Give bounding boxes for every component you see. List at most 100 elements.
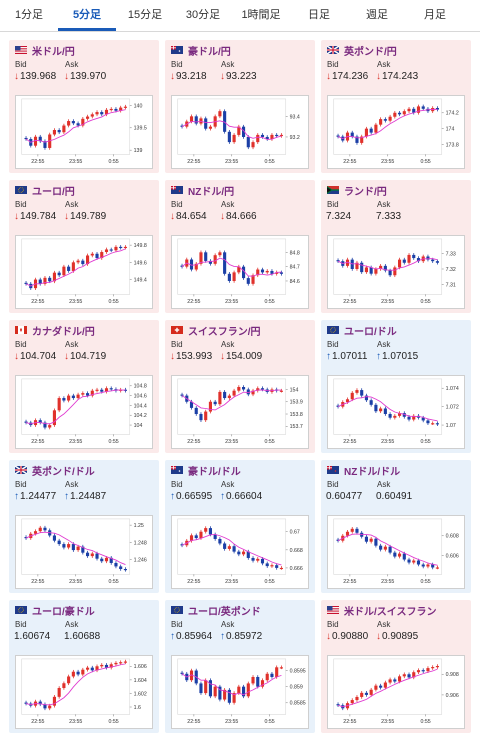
tab-7[interactable]: 週足 bbox=[366, 9, 388, 21]
candle-body bbox=[232, 546, 236, 552]
pair-name[interactable]: NZドル/円 bbox=[188, 186, 235, 198]
y-tick-label: 0.906 bbox=[446, 693, 459, 699]
candle-body bbox=[374, 404, 378, 412]
currency-card[interactable]: ユーロ/ドル Bid Ask ↑1.07011 ↑1.07015 1.074 1.072 1.… bbox=[321, 320, 471, 453]
candle-body bbox=[67, 121, 71, 126]
candlestick-chart[interactable]: 1.606 1.604 1.602 1.6 22:55 23:55 0:55 bbox=[15, 655, 153, 729]
candlestick-chart[interactable]: 174.2 174 173.8 22:55 23:55 0:55 bbox=[327, 95, 465, 169]
tab-5[interactable]: 1時間足 bbox=[241, 9, 281, 21]
currency-card[interactable]: NZドル/円 Bid Ask ↓84.654 ↓84.666 84.8 84.7 84.6 22… bbox=[165, 180, 315, 313]
tab-3[interactable]: 15分足 bbox=[127, 9, 163, 21]
candlestick-chart[interactable]: 0.908 0.906 22:55 23:55 0:55 bbox=[327, 655, 465, 729]
currency-card[interactable]: 英ポンド/円 Bid Ask ↓174.236 ↓174.243 174.2 174 173.… bbox=[321, 40, 471, 173]
candlestick-chart[interactable]: 140 139.5 139 22:55 23:55 0:55 bbox=[15, 95, 153, 169]
pair-name[interactable]: 英ポンド/円 bbox=[344, 46, 397, 58]
tab-6[interactable]: 日足 bbox=[308, 9, 330, 21]
candle-body bbox=[251, 275, 255, 284]
candlestick-chart[interactable]: 7.33 7.32 7.31 22:55 23:55 0:55 bbox=[327, 235, 465, 309]
pair-name[interactable]: 米ドル/円 bbox=[32, 46, 75, 58]
arrow-up-icon: ↑ bbox=[170, 631, 175, 642]
moving-average-line bbox=[25, 663, 126, 706]
bid-number: 84.654 bbox=[176, 211, 207, 222]
candle-body bbox=[33, 136, 38, 146]
x-tick-label: 0:55 bbox=[264, 439, 274, 445]
candle-body bbox=[379, 408, 383, 412]
arrow-down-icon: ↓ bbox=[376, 631, 381, 642]
ask-value: ↑0.85972 bbox=[220, 631, 262, 642]
ask-number: 93.223 bbox=[226, 71, 257, 82]
y-tick-label: 1.6 bbox=[134, 705, 141, 711]
pair-name[interactable]: 米ドル/スイスフラン bbox=[344, 606, 437, 618]
pair-name[interactable]: 豪ドル/ドル bbox=[188, 466, 241, 478]
pair-name[interactable]: 英ポンド/ドル bbox=[32, 466, 95, 478]
candle-body bbox=[95, 253, 99, 259]
pair-name[interactable]: カナダドル/円 bbox=[32, 326, 95, 338]
tab-2[interactable]: 5分足 bbox=[58, 0, 116, 31]
candlestick-chart[interactable]: 154 153.9 153.8 153.7 22:55 23:55 0:55 bbox=[171, 375, 309, 449]
arrow-up-icon: ↑ bbox=[64, 491, 69, 502]
candle-body bbox=[189, 401, 194, 408]
candlestick-chart[interactable]: 149.8 149.6 149.4 22:55 23:55 0:55 bbox=[15, 235, 153, 309]
candle-body bbox=[412, 108, 416, 113]
candle-body bbox=[67, 266, 71, 271]
candlestick-chart[interactable]: 93.4 93.2 22:55 23:55 0:55 bbox=[171, 95, 309, 169]
tab-8[interactable]: 月足 bbox=[424, 9, 446, 21]
candle-body bbox=[213, 401, 217, 405]
candle-body bbox=[241, 266, 246, 279]
currency-card[interactable]: スイスフラン/円 Bid Ask ↓153.993 ↓154.009 154 153.9 15… bbox=[165, 320, 315, 453]
currency-card[interactable]: ランド/円 Bid Ask 7.324 7.333 7.33 7.32 7.31 22:55 23… bbox=[321, 180, 471, 313]
ask-label: Ask bbox=[221, 340, 235, 349]
candle-body bbox=[270, 565, 274, 567]
pair-name[interactable]: スイスフラン/円 bbox=[188, 326, 261, 338]
currency-card[interactable]: 米ドル/円 Bid Ask ↓139.968 ↓139.970 140 139.5 139 22… bbox=[9, 40, 159, 173]
candle-body bbox=[260, 134, 265, 137]
pair-name[interactable]: ユーロ/豪ドル bbox=[32, 606, 95, 618]
x-tick-label: 23:55 bbox=[381, 719, 394, 725]
pair-name[interactable]: ユーロ/英ポンド bbox=[188, 606, 261, 618]
chart-svg: 84.8 84.7 84.6 22:55 23:55 0:55 bbox=[177, 238, 300, 305]
currency-card[interactable]: ユーロ/英ポンド Bid Ask ↑0.85964 ↑0.85972 0.8595 0.85… bbox=[165, 600, 315, 733]
candle-body bbox=[374, 685, 378, 690]
candlestick-chart[interactable]: 1.074 1.072 1.07 22:55 23:55 0:55 bbox=[327, 375, 465, 449]
x-tick-label: 0:55 bbox=[264, 299, 274, 305]
currency-card[interactable]: ユーロ/豪ドル Bid Ask 1.60674 1.60688 1.606 1.604 1.6… bbox=[9, 600, 159, 733]
currency-card[interactable]: 豪ドル/円 Bid Ask ↓93.218 ↓93.223 93.4 93.2 22:55 23… bbox=[165, 40, 315, 173]
tab-1[interactable]: 1分足 bbox=[14, 9, 44, 21]
currency-card[interactable]: カナダドル/円 Bid Ask ↓104.704 ↓104.719 104.8 104.6 1… bbox=[9, 320, 159, 453]
moving-average-line bbox=[181, 673, 282, 696]
y-tick-label: 1.602 bbox=[134, 691, 147, 697]
candlestick-chart[interactable]: 0.8595 0.859 0.8585 22:55 23:55 0:55 bbox=[171, 655, 309, 729]
candle-body bbox=[369, 267, 373, 274]
pair-name[interactable]: ユーロ/円 bbox=[32, 186, 75, 198]
currency-card[interactable]: NZドル/ドル Bid Ask 0.60477 0.60491 0.608 0.606 22:… bbox=[321, 460, 471, 593]
x-tick-label: 22:55 bbox=[343, 299, 356, 305]
pair-name[interactable]: ユーロ/ドル bbox=[344, 326, 397, 338]
currency-card[interactable]: 米ドル/スイスフラン Bid Ask ↓0.90880 ↓0.90895 0.908 0.9… bbox=[321, 600, 471, 733]
candle-body bbox=[393, 679, 397, 682]
pair-name[interactable]: NZドル/ドル bbox=[344, 466, 401, 478]
y-tick-label: 0.606 bbox=[446, 554, 459, 560]
candlestick-chart[interactable]: 0.608 0.606 22:55 23:55 0:55 bbox=[327, 515, 465, 589]
bid-value: 1.60674 bbox=[14, 631, 50, 642]
ask-value: ↓104.719 bbox=[64, 351, 106, 362]
ask-number: 1.07015 bbox=[382, 351, 419, 362]
candlestick-chart[interactable]: 1.25 1.248 1.246 22:55 23:55 0:55 bbox=[15, 515, 153, 589]
currency-card[interactable]: ユーロ/円 Bid Ask ↓149.784 ↓149.789 149.8 149.6 149… bbox=[9, 180, 159, 313]
candle-body bbox=[279, 390, 283, 392]
candlestick-chart[interactable]: 0.67 0.668 0.666 22:55 23:55 0:55 bbox=[171, 515, 309, 589]
ask-value: ↓0.90895 bbox=[376, 631, 418, 642]
currency-card[interactable]: 英ポンド/ドル Bid Ask ↑1.24477 ↑1.24487 1.25 1.248 1.… bbox=[9, 460, 159, 593]
candle-body bbox=[260, 269, 265, 273]
candlestick-chart[interactable]: 104.8 104.6 104.4 104.2 104 22:55 23:55 0:55 bbox=[15, 375, 153, 449]
candle-body bbox=[369, 689, 373, 695]
tab-4[interactable]: 30分足 bbox=[185, 9, 221, 21]
candle-body bbox=[194, 535, 198, 539]
pair-name[interactable]: ランド/円 bbox=[344, 186, 387, 198]
chart-svg: 174.2 174 173.8 22:55 23:55 0:55 bbox=[333, 98, 459, 165]
ask-value: ↑1.07015 bbox=[376, 351, 418, 362]
candle-body bbox=[208, 126, 212, 129]
currency-card[interactable]: 豪ドル/ドル Bid Ask ↑0.66595 ↑0.66604 0.67 0.668 0.6… bbox=[165, 460, 315, 593]
pair-name[interactable]: 豪ドル/円 bbox=[188, 46, 231, 58]
candlestick-chart[interactable]: 84.8 84.7 84.6 22:55 23:55 0:55 bbox=[171, 235, 309, 309]
candle-body bbox=[402, 111, 406, 115]
